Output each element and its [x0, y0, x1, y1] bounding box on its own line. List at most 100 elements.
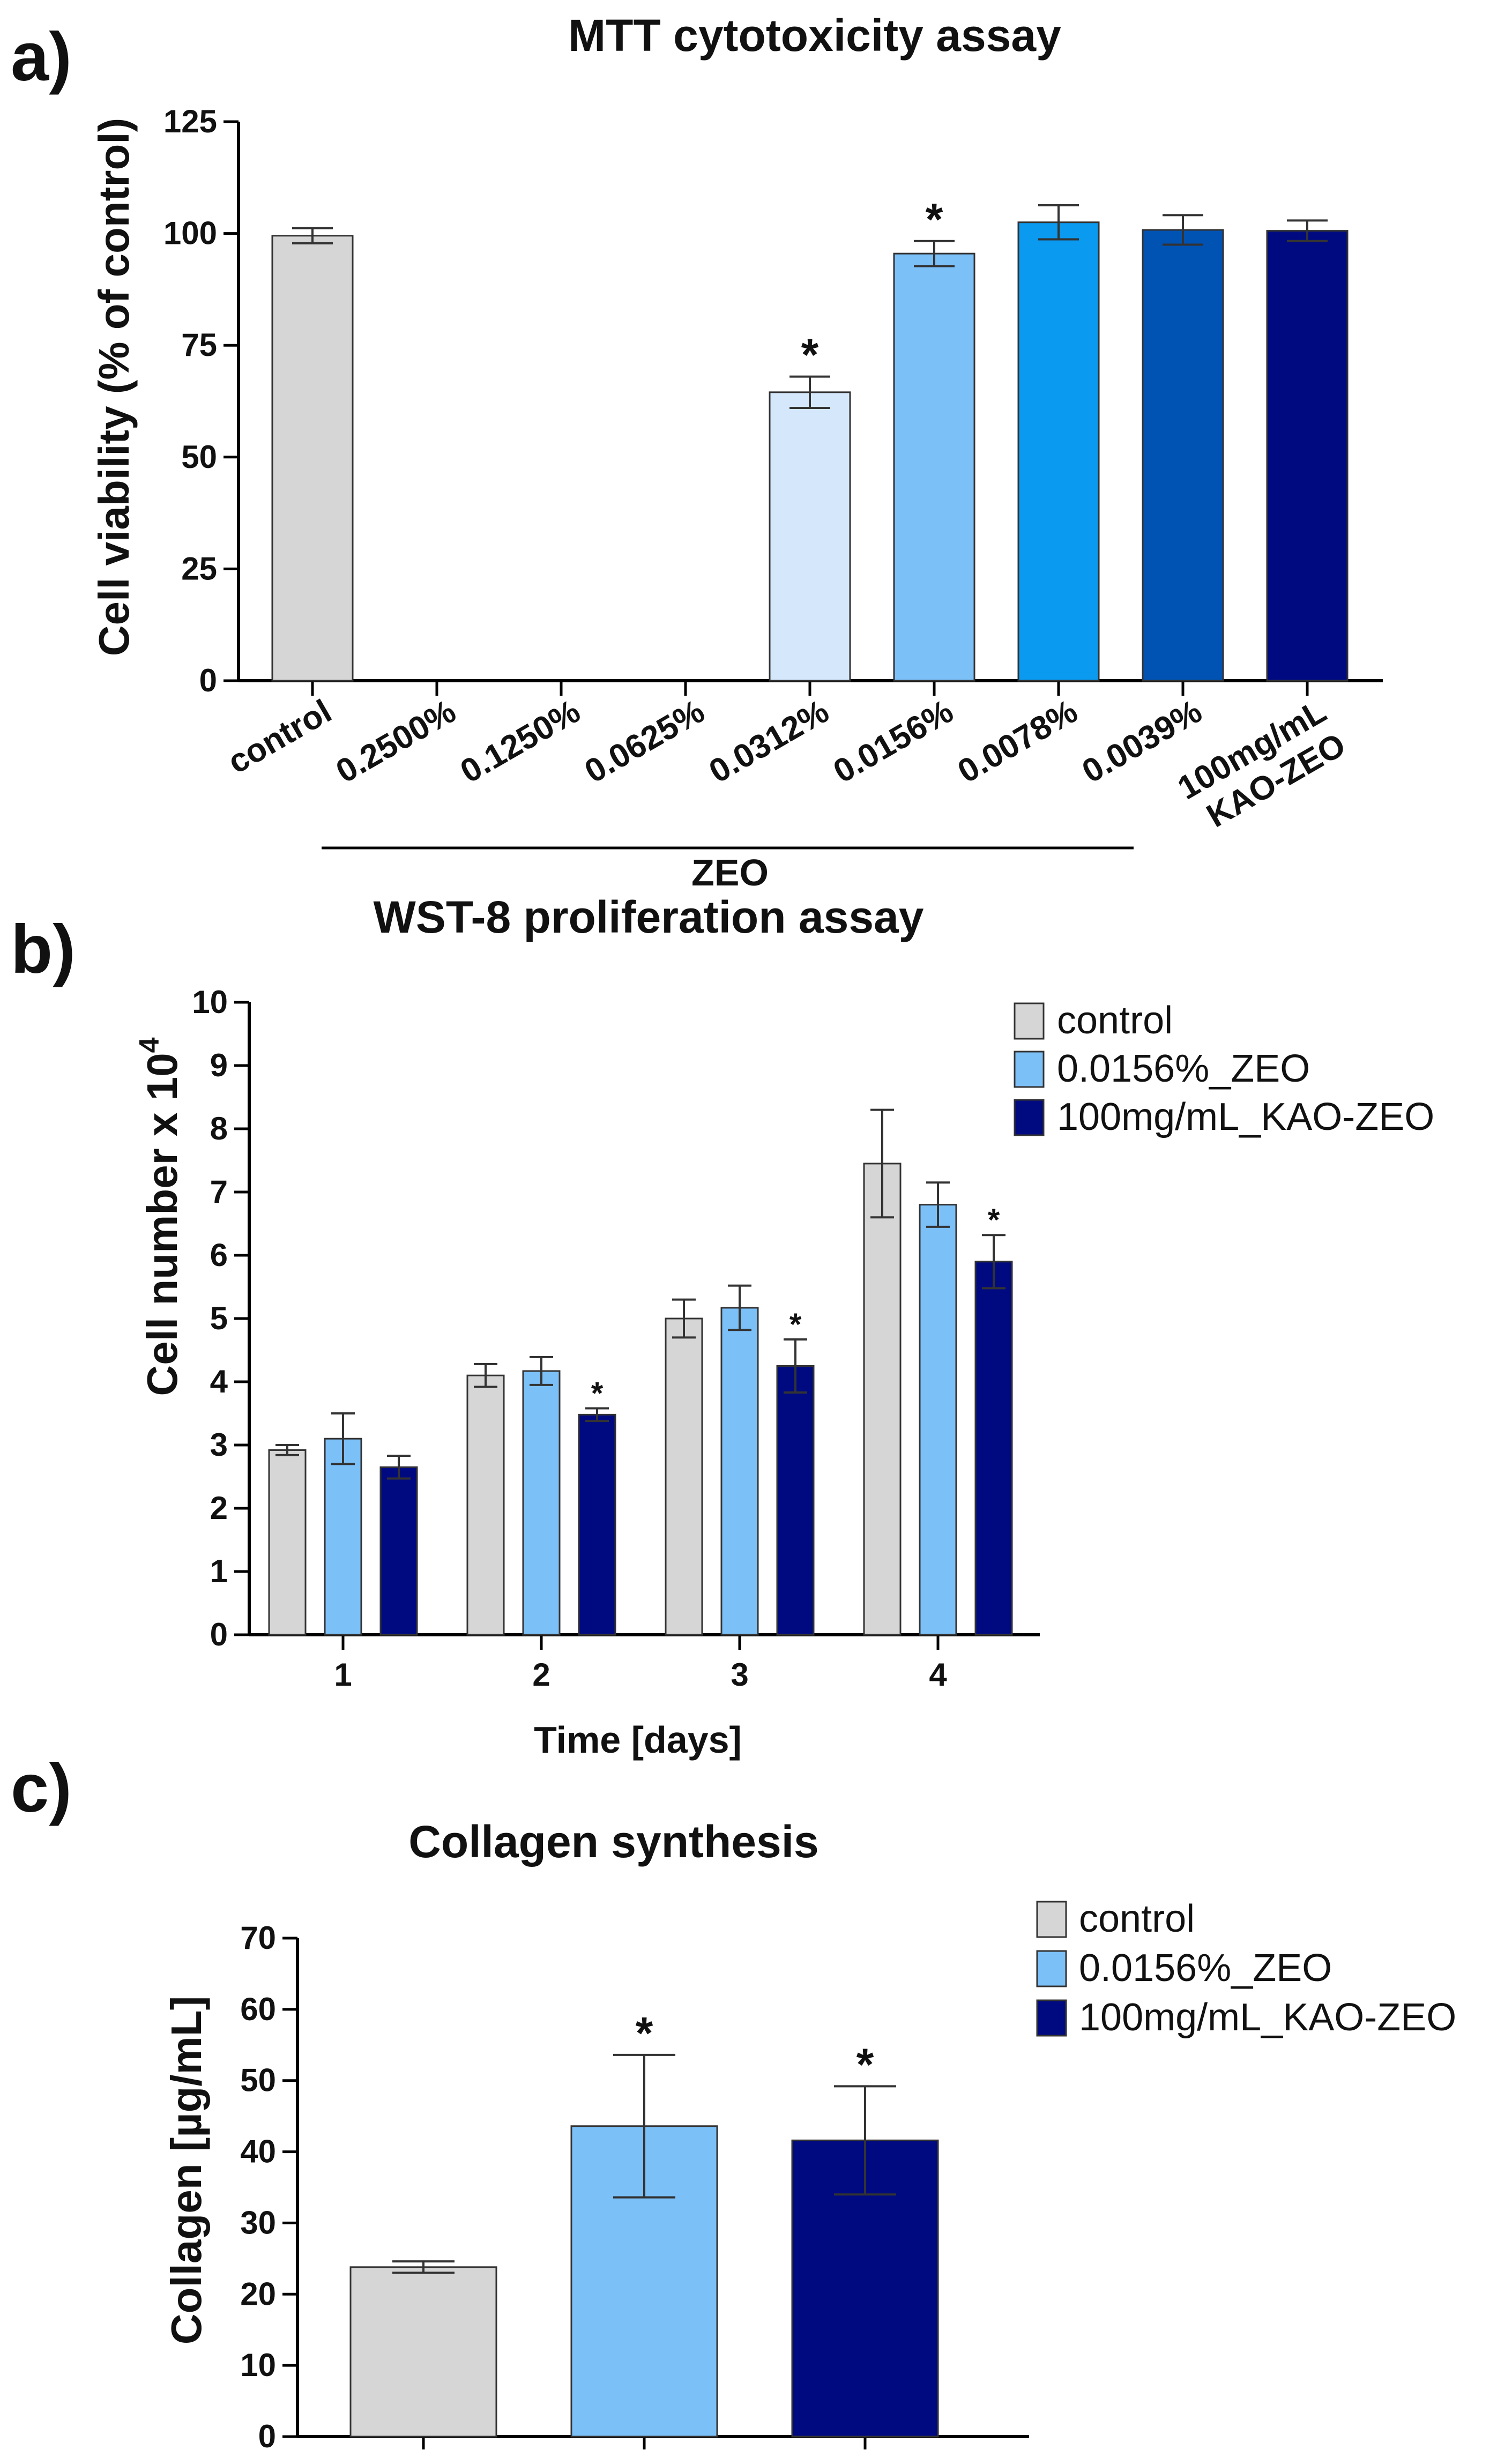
panel-a-mtt-chart: a) MTT cytotoxicity assay Cell viability…: [11, 10, 1383, 893]
chart-a-category-label-group: 0.0078%: [952, 692, 1084, 790]
chart-c-y-tick-label: 60: [240, 1991, 276, 2027]
chart-c-legend: control 0.0156%_ZEO 100mg/mL_KAO-ZEO: [1036, 1897, 1456, 2039]
chart-b-significance-star: *: [789, 1307, 802, 1342]
chart-b-bar: [720, 1307, 759, 1636]
chart-a-bar: [1142, 229, 1224, 682]
chart-b-bar: [665, 1317, 703, 1636]
chart-c-significance-star: *: [856, 2039, 874, 2089]
chart-b-x-axis-label: Time [days]: [534, 1719, 742, 1761]
chart-c-significance-star: *: [636, 2008, 653, 2058]
chart-a-bar: [271, 235, 354, 682]
chart-a-significance-star: *: [801, 330, 819, 380]
chart-b-legend-label: 0.0156%_ZEO: [1057, 1047, 1310, 1090]
chart-b-bar: [776, 1365, 815, 1636]
chart-a-y-tick-label: 50: [181, 439, 217, 475]
chart-c-y-tick-label: 40: [240, 2134, 276, 2170]
chart-a-y-tick-label: 25: [181, 550, 217, 586]
chart-b-y-axis-label: Cell number x 104: [134, 1037, 186, 1396]
chart-b-legend-swatch: [1014, 1051, 1045, 1088]
chart-c-y-tick-label: 50: [240, 2062, 276, 2098]
chart-b-significance-star: *: [591, 1376, 604, 1411]
chart-b-bar: [578, 1413, 616, 1636]
chart-a-group-label: ZEO: [691, 852, 769, 893]
chart-a-category-label-group: 0.1250%: [455, 692, 586, 790]
chart-a-category-label-group: 0.2500%: [330, 692, 462, 790]
chart-a-bar: [1266, 230, 1349, 682]
chart-b-y-tick-label: 6: [210, 1237, 228, 1273]
chart-c-y-tick-label: 70: [240, 1920, 276, 1956]
chart-a-y-tick-label: 0: [199, 662, 217, 698]
panel-c-collagen-chart: c) Collagen synthesis Collagen [µg/mL] 0…: [11, 1750, 1456, 2450]
chart-b-y-tick-label: 7: [210, 1174, 228, 1210]
chart-b-bar: [974, 1261, 1013, 1636]
chart-c-axes: 0 10 20 30 40 50 60 70: [240, 1920, 1029, 2450]
chart-a-category-label: 0.0312%: [703, 692, 835, 790]
chart-b-bar: [466, 1374, 505, 1636]
chart-a-y-tick-label: 125: [163, 103, 217, 139]
chart-a-category-label: control: [222, 692, 338, 781]
chart-c-legend-label: 0.0156%_ZEO: [1079, 1947, 1332, 1990]
chart-b-y-tick-label: 0: [210, 1617, 228, 1652]
panel-c-letter: c): [11, 1750, 72, 1827]
chart-a-y-tick-label: 75: [181, 327, 217, 363]
chart-c-y-tick-label: 20: [240, 2276, 276, 2312]
chart-a-category-labels: control0.2500%0.1250%0.0625%0.0312%0.015…: [222, 692, 1352, 835]
chart-b-y-axis-label-main: Cell number x 10: [138, 1053, 186, 1396]
chart-b-title: WST-8 proliferation assay: [374, 892, 924, 942]
chart-b-bars: * * *: [268, 1108, 1013, 1636]
chart-b-x-tick-label: 2: [532, 1657, 550, 1693]
chart-a-bars: **: [271, 194, 1349, 682]
panel-b-wst8-chart: b) WST-8 proliferation assay Cell number…: [11, 892, 1434, 1761]
chart-a-bar: [769, 391, 851, 682]
panel-a-letter: a): [11, 19, 72, 95]
chart-b-bar: [919, 1204, 957, 1636]
chart-a-significance-star: *: [926, 194, 943, 244]
chart-c-y-axis-label: Collagen [µg/mL]: [162, 1996, 210, 2345]
chart-b-bar: [863, 1163, 902, 1636]
chart-b-significance-star: *: [988, 1203, 1000, 1238]
chart-b-y-tick-label: 2: [210, 1490, 228, 1526]
chart-b-bar: [522, 1370, 561, 1636]
chart-c-title: Collagen synthesis: [408, 1816, 819, 1867]
chart-b-legend-swatch: [1014, 1002, 1045, 1040]
chart-b-y-axis-label-exponent: 4: [134, 1037, 165, 1053]
chart-c-legend-swatch: [1036, 1950, 1067, 1987]
chart-b-legend-label: 100mg/mL_KAO-ZEO: [1057, 1096, 1434, 1138]
chart-b-legend-label: control: [1057, 999, 1173, 1042]
chart-b-legend: control 0.0156%_ZEO 100mg/mL_KAO-ZEO: [1014, 999, 1434, 1138]
chart-b-y-tick-label: 10: [192, 984, 228, 1020]
chart-a-category-label: 0.0078%: [952, 692, 1084, 790]
chart-b-legend-swatch: [1014, 1099, 1045, 1136]
chart-b-y-tick-label: 4: [210, 1364, 228, 1399]
chart-b-y-tick-label: 1: [210, 1553, 228, 1589]
chart-c-legend-swatch: [1036, 1999, 1067, 2037]
chart-b-y-tick-label: 5: [210, 1300, 228, 1336]
chart-a-category-label-group: 0.0625%: [579, 692, 711, 790]
chart-a-bar: [893, 252, 975, 682]
chart-b-y-tick-label: 8: [210, 1111, 228, 1146]
chart-a-bar: [1017, 221, 1100, 682]
chart-a-y-tick-label: 100: [163, 215, 217, 251]
chart-b-x-tick-label: 4: [929, 1657, 947, 1693]
chart-c-legend-swatch: [1036, 1901, 1067, 1938]
chart-a-y-axis-label: Cell viability (% of control): [90, 118, 138, 657]
chart-c-legend-label: 100mg/mL_KAO-ZEO: [1079, 1996, 1456, 2039]
chart-a-title: MTT cytotoxicity assay: [568, 10, 1061, 61]
chart-a-category-label: 0.0625%: [579, 692, 711, 790]
panel-b-letter: b): [11, 911, 76, 988]
chart-a-category-label-group: 0.0312%: [703, 692, 835, 790]
chart-a-category-label: 0.2500%: [330, 692, 462, 790]
chart-c-y-tick-label: 0: [258, 2418, 276, 2450]
chart-a-category-label: 0.1250%: [455, 692, 586, 790]
chart-b-x-tick-label: 3: [731, 1657, 748, 1693]
chart-b-x-tick-label: 1: [334, 1657, 352, 1693]
chart-a-category-label-group: control: [222, 692, 338, 781]
chart-c-y-tick-label: 10: [240, 2347, 276, 2383]
chart-b-bar: [268, 1449, 307, 1636]
chart-b-bar: [379, 1466, 418, 1636]
chart-c-y-tick-label: 30: [240, 2205, 276, 2240]
chart-c-bars: **: [349, 2008, 939, 2438]
chart-c-legend-label: control: [1079, 1897, 1195, 1940]
chart-c-bar: [349, 2266, 497, 2438]
